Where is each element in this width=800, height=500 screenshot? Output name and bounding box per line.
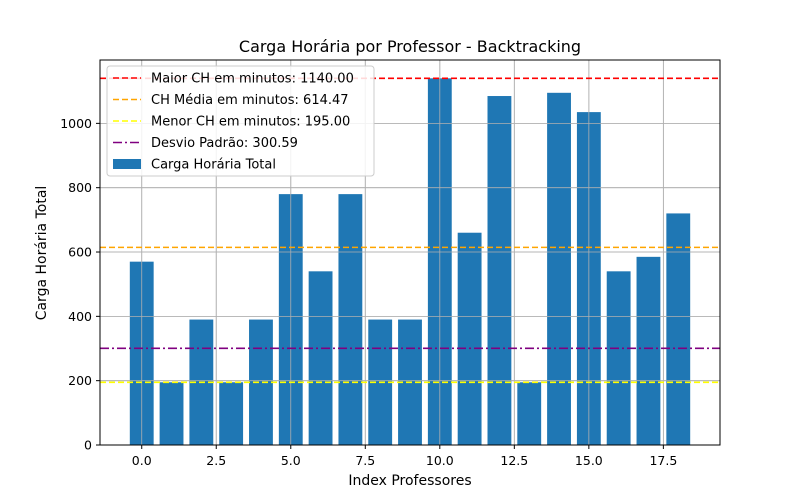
x-tick-label: 15.0 [575,453,603,468]
x-tick-label: 2.5 [206,453,226,468]
y-tick-label: 400 [68,309,92,324]
bar [159,382,184,445]
y-axis-label: Carga Horária Total [34,186,50,321]
bar [517,382,542,445]
y-tick-label: 200 [68,373,92,388]
bar [338,194,363,445]
bar [666,213,691,445]
bar [636,256,661,445]
legend-label: CH Média em minutos: 614.47 [151,93,349,108]
x-tick-label: 17.5 [649,453,677,468]
x-tick-label: 12.5 [500,453,528,468]
bar [457,232,482,445]
y-tick-label: 600 [68,245,92,260]
bar [547,92,571,446]
bar [487,96,512,446]
x-axis-label: Index Professores [348,473,471,489]
x-tick-label: 10.0 [426,453,454,468]
legend-label: Maior CH em minutos: 1140.00 [151,72,354,87]
y-tick-label: 0 [84,438,92,453]
plot-area: 0.0 2.5 5.0 7.5 10.0 12.5 15.0 17.5 0 200 400 600 80… [60,59,721,468]
x-tick-label: 5.0 [281,453,301,468]
chart-title: Carga Horária por Professor - Backtracki… [239,37,581,56]
x-tick-label: 0.0 [132,453,152,468]
bar [249,319,273,445]
legend-label: Desvio Padrão: 300.59 [151,136,298,151]
bar [606,271,631,445]
legend-bar-swatch [113,159,141,169]
y-tick-label: 800 [68,180,92,195]
legend-label: Menor CH em minutos: 195.00 [151,115,350,130]
legend-box [106,65,375,177]
x-tick-label: 7.5 [355,453,375,468]
bar [308,271,333,445]
bar [219,382,244,445]
legend-label: Carga Horária Total [151,158,276,173]
y-tick-label: 1000 [60,116,92,131]
